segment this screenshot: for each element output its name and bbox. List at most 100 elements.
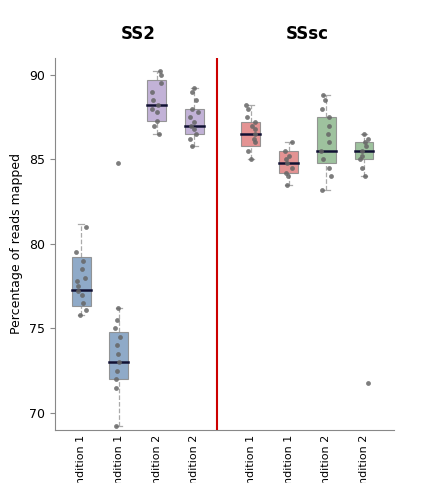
Point (288, 164, 295, 171)
Point (187, 135, 194, 143)
Point (363, 142, 370, 150)
Point (116, 358, 123, 366)
Point (156, 130, 163, 138)
Point (284, 172, 291, 180)
Point (318, 105, 325, 113)
FancyBboxPatch shape (72, 257, 91, 307)
Point (356, 156, 363, 163)
Point (153, 116, 160, 124)
Point (79, 266, 86, 273)
Point (320, 156, 327, 163)
FancyBboxPatch shape (147, 80, 166, 120)
FancyBboxPatch shape (279, 151, 298, 173)
Point (113, 316, 120, 324)
Point (359, 147, 366, 155)
Text: SSsc: SSsc (286, 25, 329, 43)
Point (288, 139, 295, 146)
FancyBboxPatch shape (110, 332, 128, 379)
Point (158, 71, 165, 79)
Point (150, 122, 157, 129)
Point (82, 223, 89, 231)
Point (244, 114, 251, 121)
Point (154, 101, 161, 109)
Point (115, 159, 122, 167)
Point (328, 172, 335, 180)
Point (252, 130, 259, 138)
Point (251, 118, 258, 126)
Point (190, 125, 197, 133)
Point (113, 341, 120, 349)
Point (114, 304, 121, 312)
Point (189, 142, 196, 150)
Point (362, 172, 369, 180)
Point (251, 125, 258, 133)
Point (364, 135, 371, 143)
Point (187, 122, 194, 129)
Point (76, 311, 83, 319)
Point (319, 91, 326, 99)
Point (359, 164, 366, 171)
Point (156, 68, 163, 75)
Point (195, 108, 202, 116)
Point (189, 88, 196, 96)
Point (74, 287, 81, 295)
Point (250, 135, 257, 143)
Point (325, 122, 332, 129)
Point (325, 164, 332, 171)
Point (284, 159, 291, 167)
Text: SS2: SS2 (120, 25, 155, 43)
Point (283, 169, 290, 177)
Point (191, 118, 198, 126)
Point (252, 139, 259, 146)
Point (78, 291, 85, 298)
Point (325, 114, 332, 121)
Point (364, 379, 371, 386)
FancyBboxPatch shape (185, 109, 204, 134)
Point (243, 101, 250, 109)
Point (283, 156, 290, 163)
Point (74, 282, 81, 290)
Point (359, 152, 366, 160)
Point (148, 105, 155, 113)
Point (192, 96, 199, 104)
FancyBboxPatch shape (241, 122, 260, 146)
Point (73, 249, 80, 256)
Point (282, 147, 289, 155)
Point (248, 156, 255, 163)
Point (80, 299, 87, 307)
Point (115, 350, 122, 357)
Point (325, 130, 332, 138)
Point (81, 274, 88, 282)
FancyBboxPatch shape (355, 142, 374, 159)
Point (318, 147, 325, 155)
Point (113, 367, 120, 374)
Point (113, 423, 120, 430)
Point (188, 105, 195, 113)
FancyBboxPatch shape (317, 117, 336, 163)
Point (112, 384, 119, 392)
Point (117, 333, 124, 341)
Point (321, 96, 328, 104)
Point (158, 79, 165, 87)
Point (360, 130, 367, 138)
Point (73, 277, 80, 285)
Point (244, 105, 251, 113)
Point (149, 88, 156, 96)
Point (82, 306, 89, 314)
Point (154, 108, 161, 116)
Point (318, 186, 325, 194)
Y-axis label: Percentage of reads mapped: Percentage of reads mapped (11, 154, 24, 334)
Point (150, 96, 157, 104)
Point (186, 114, 193, 121)
Point (193, 130, 200, 138)
Point (248, 122, 255, 129)
Point (326, 139, 333, 146)
Point (112, 325, 119, 332)
Point (362, 139, 369, 146)
Point (244, 147, 251, 155)
Point (286, 152, 293, 160)
Point (283, 181, 290, 188)
Point (191, 85, 198, 92)
Point (81, 438, 88, 446)
Point (80, 257, 87, 265)
